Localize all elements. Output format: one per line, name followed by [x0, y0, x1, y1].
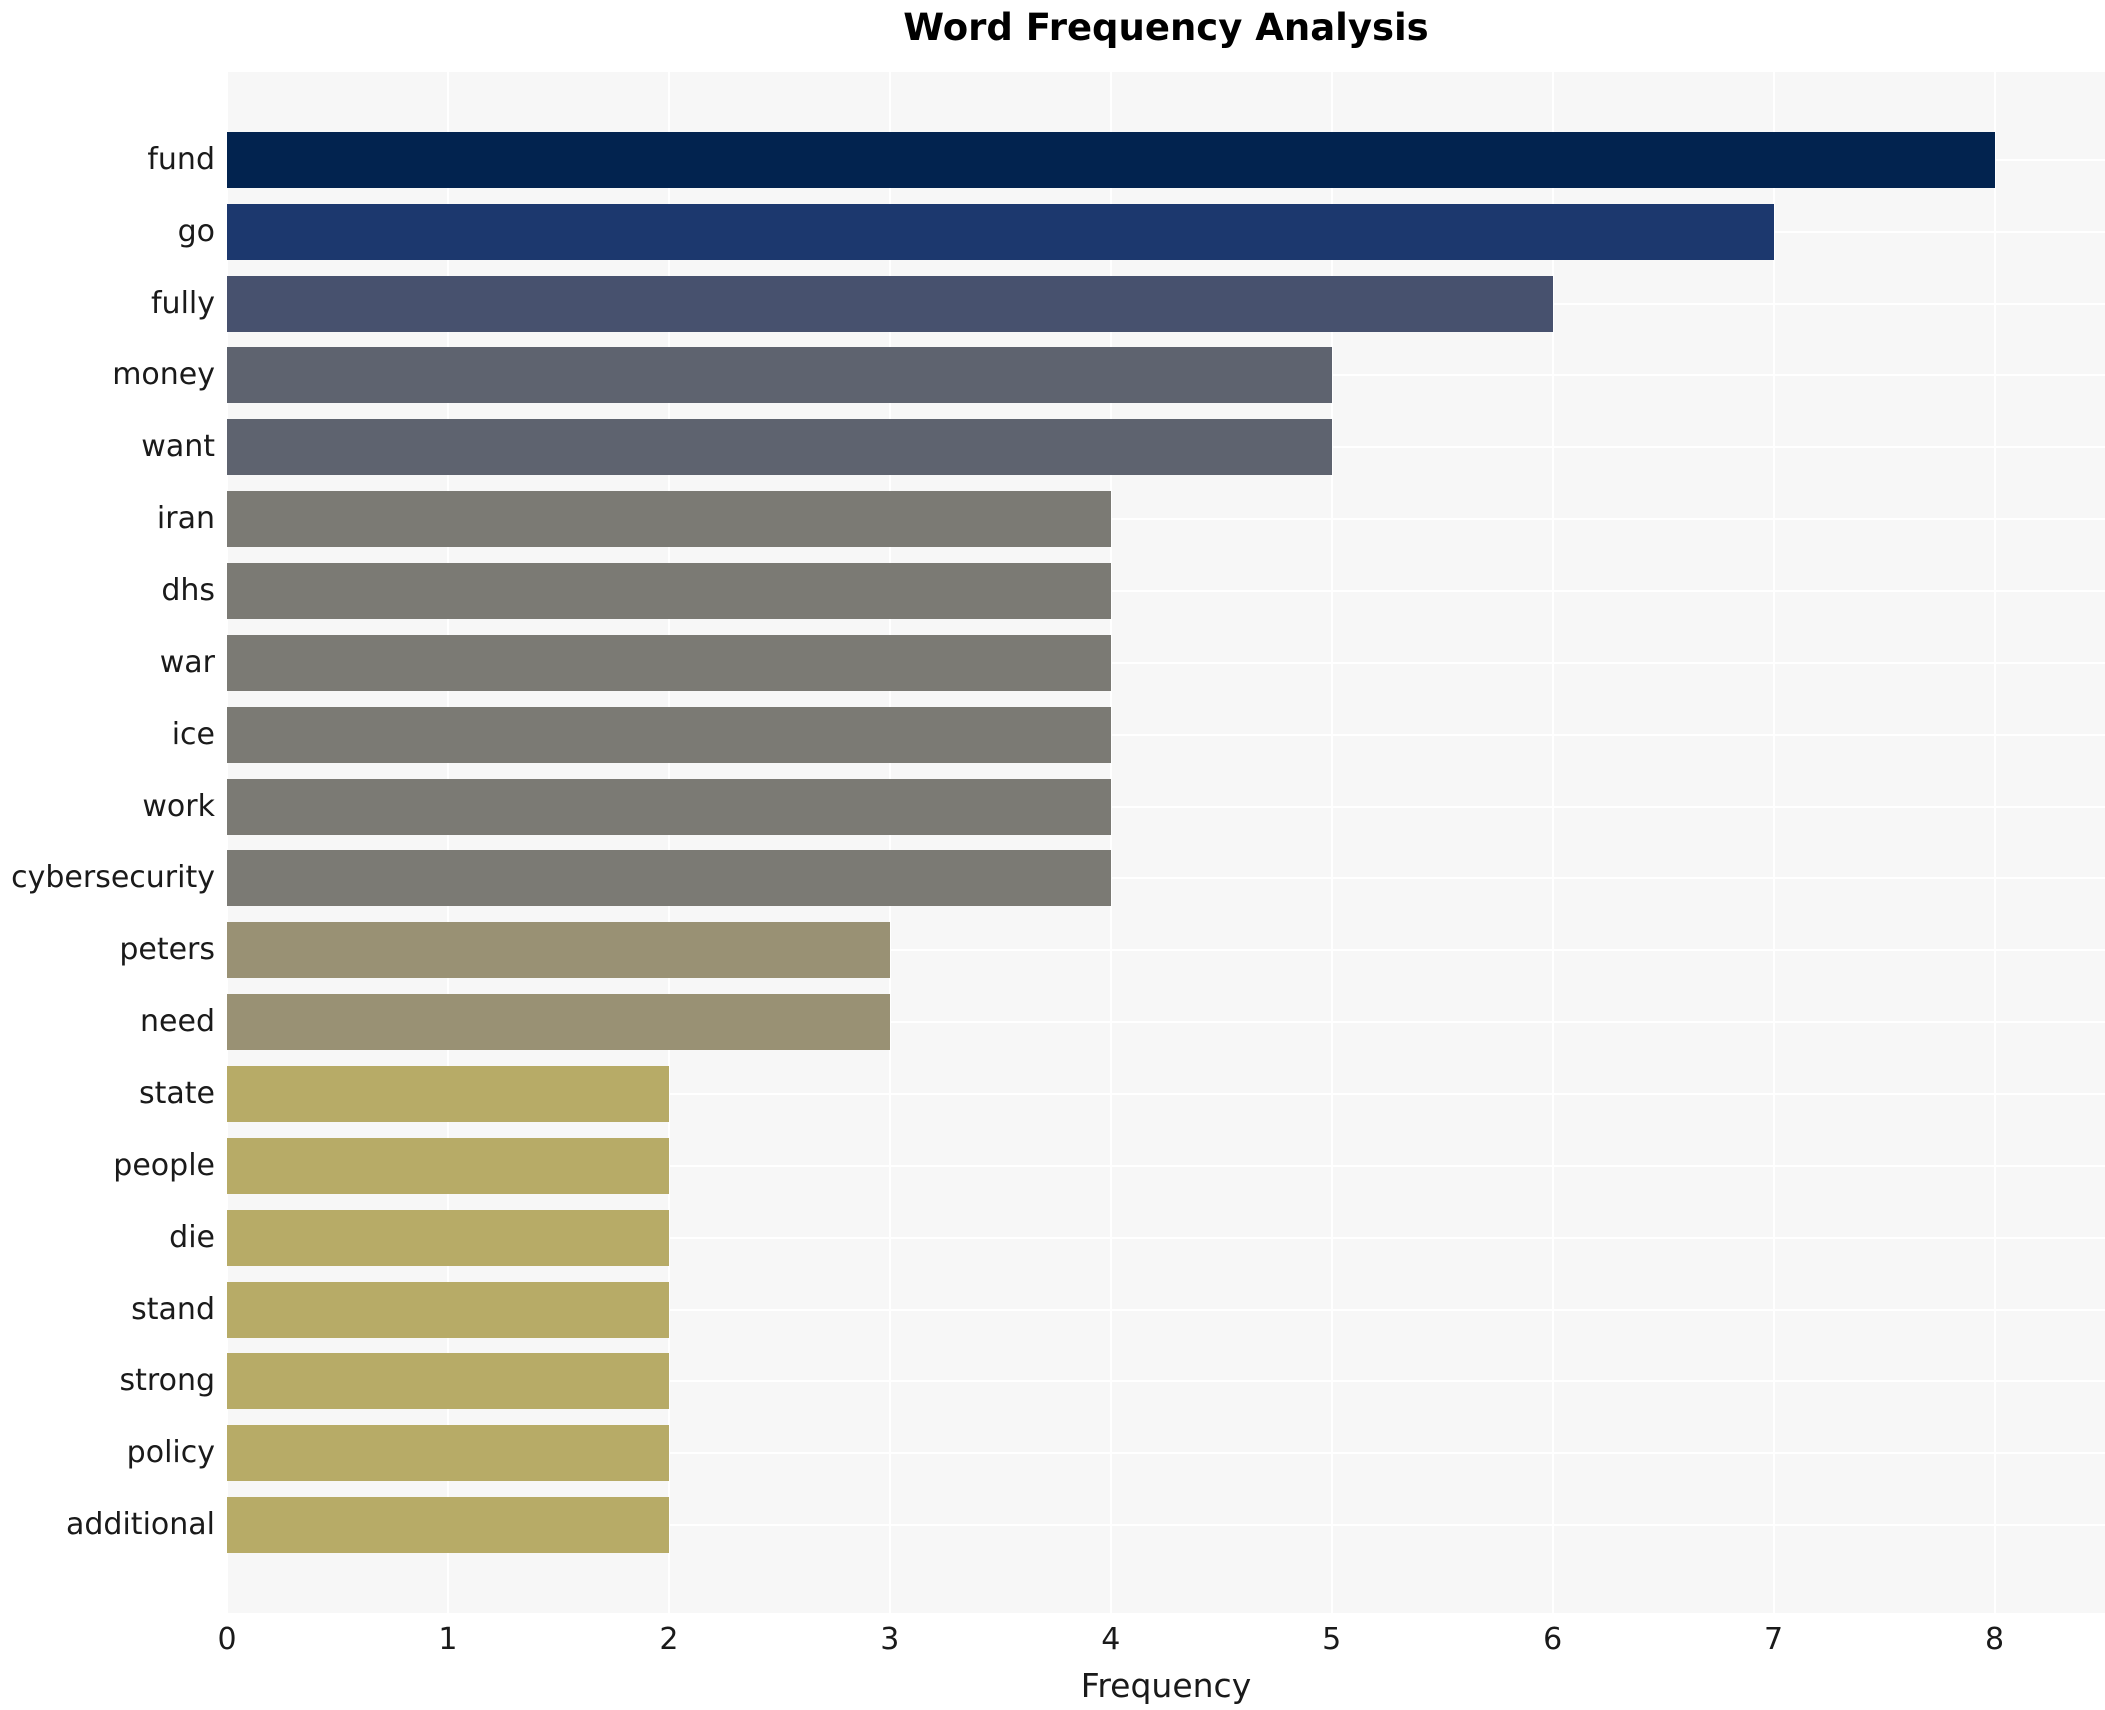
- y-tick-label: iran: [156, 501, 215, 537]
- gridline-vertical: [1993, 72, 1996, 1613]
- gridline-horizontal: [227, 733, 2105, 736]
- x-tick-label: 0: [217, 1622, 237, 1657]
- gridline-horizontal: [227, 1308, 2105, 1311]
- bar-additional: [227, 1497, 669, 1554]
- y-tick-label: fully: [151, 285, 215, 321]
- gridline-horizontal: [227, 590, 2105, 593]
- bar-want: [227, 419, 1332, 476]
- y-tick-label: want: [141, 429, 215, 465]
- y-tick-label: peters: [119, 932, 215, 968]
- chart-title: Word Frequency Analysis: [903, 6, 1429, 49]
- bar-fully: [227, 275, 1553, 332]
- gridline-vertical: [446, 72, 449, 1613]
- bar-war: [227, 634, 1111, 691]
- gridline-horizontal: [227, 1524, 2105, 1527]
- y-tick-label: strong: [119, 1363, 215, 1399]
- gridline-horizontal: [227, 1092, 2105, 1095]
- gridline-horizontal: [227, 1452, 2105, 1455]
- bar-go: [227, 203, 1774, 260]
- y-tick-label: work: [142, 788, 215, 824]
- gridline-vertical: [1551, 72, 1554, 1613]
- bar-peters: [227, 922, 890, 979]
- y-tick-label: need: [140, 1004, 215, 1040]
- y-tick-label: additional: [66, 1507, 215, 1543]
- gridline-horizontal: [227, 1380, 2105, 1383]
- x-axis-label: Frequency: [1080, 1666, 1252, 1705]
- gridline-horizontal: [227, 805, 2105, 808]
- bar-money: [227, 347, 1332, 404]
- x-tick-label: 8: [1984, 1622, 2005, 1657]
- y-tick-label: people: [113, 1147, 215, 1183]
- y-tick-label: money: [112, 357, 215, 393]
- bar-people: [227, 1137, 669, 1194]
- gridline-vertical: [1772, 72, 1775, 1613]
- y-tick-label: die: [169, 1219, 215, 1255]
- x-tick-label: 3: [880, 1622, 900, 1657]
- y-tick-label: policy: [126, 1435, 215, 1471]
- bar-strong: [227, 1353, 669, 1410]
- bar-work: [227, 778, 1111, 835]
- bar-stand: [227, 1281, 669, 1338]
- y-tick-label: dhs: [161, 573, 215, 609]
- bar-iran: [227, 491, 1111, 548]
- bar-dhs: [227, 563, 1111, 620]
- gridline-horizontal: [227, 518, 2105, 521]
- plot-area: [226, 72, 2105, 1613]
- x-tick-label: 5: [1322, 1622, 1342, 1657]
- x-tick-label: 7: [1764, 1622, 1784, 1657]
- y-tick-label: stand: [131, 1291, 215, 1327]
- gridline-horizontal: [227, 877, 2105, 880]
- bar-die: [227, 1209, 669, 1266]
- bar-ice: [227, 706, 1111, 763]
- gridline-horizontal: [227, 1021, 2105, 1024]
- gridline-vertical: [888, 72, 891, 1613]
- bar-cybersecurity: [227, 850, 1111, 907]
- y-tick-label: ice: [171, 716, 215, 752]
- gridline-horizontal: [227, 1164, 2105, 1167]
- bar-policy: [227, 1425, 669, 1482]
- bar-need: [227, 994, 890, 1051]
- y-tick-label: war: [159, 644, 215, 680]
- gridline-vertical: [226, 72, 228, 1613]
- x-tick-label: 2: [659, 1622, 679, 1657]
- gridline-vertical: [1109, 72, 1112, 1613]
- gridline-vertical: [667, 72, 670, 1613]
- gridline-horizontal: [227, 1236, 2105, 1239]
- gridline-horizontal: [227, 949, 2105, 952]
- y-tick-label: cybersecurity: [11, 860, 215, 896]
- y-tick-label: go: [177, 213, 215, 249]
- x-tick-label: 4: [1101, 1622, 1121, 1657]
- y-tick-label: fund: [147, 141, 215, 177]
- x-tick-label: 1: [438, 1622, 458, 1657]
- bar-fund: [227, 131, 1995, 188]
- gridline-horizontal: [227, 661, 2105, 664]
- y-tick-label: state: [139, 1075, 215, 1111]
- gridline-vertical: [1330, 72, 1333, 1613]
- bar-state: [227, 1065, 669, 1122]
- x-tick-label: 6: [1543, 1622, 1563, 1657]
